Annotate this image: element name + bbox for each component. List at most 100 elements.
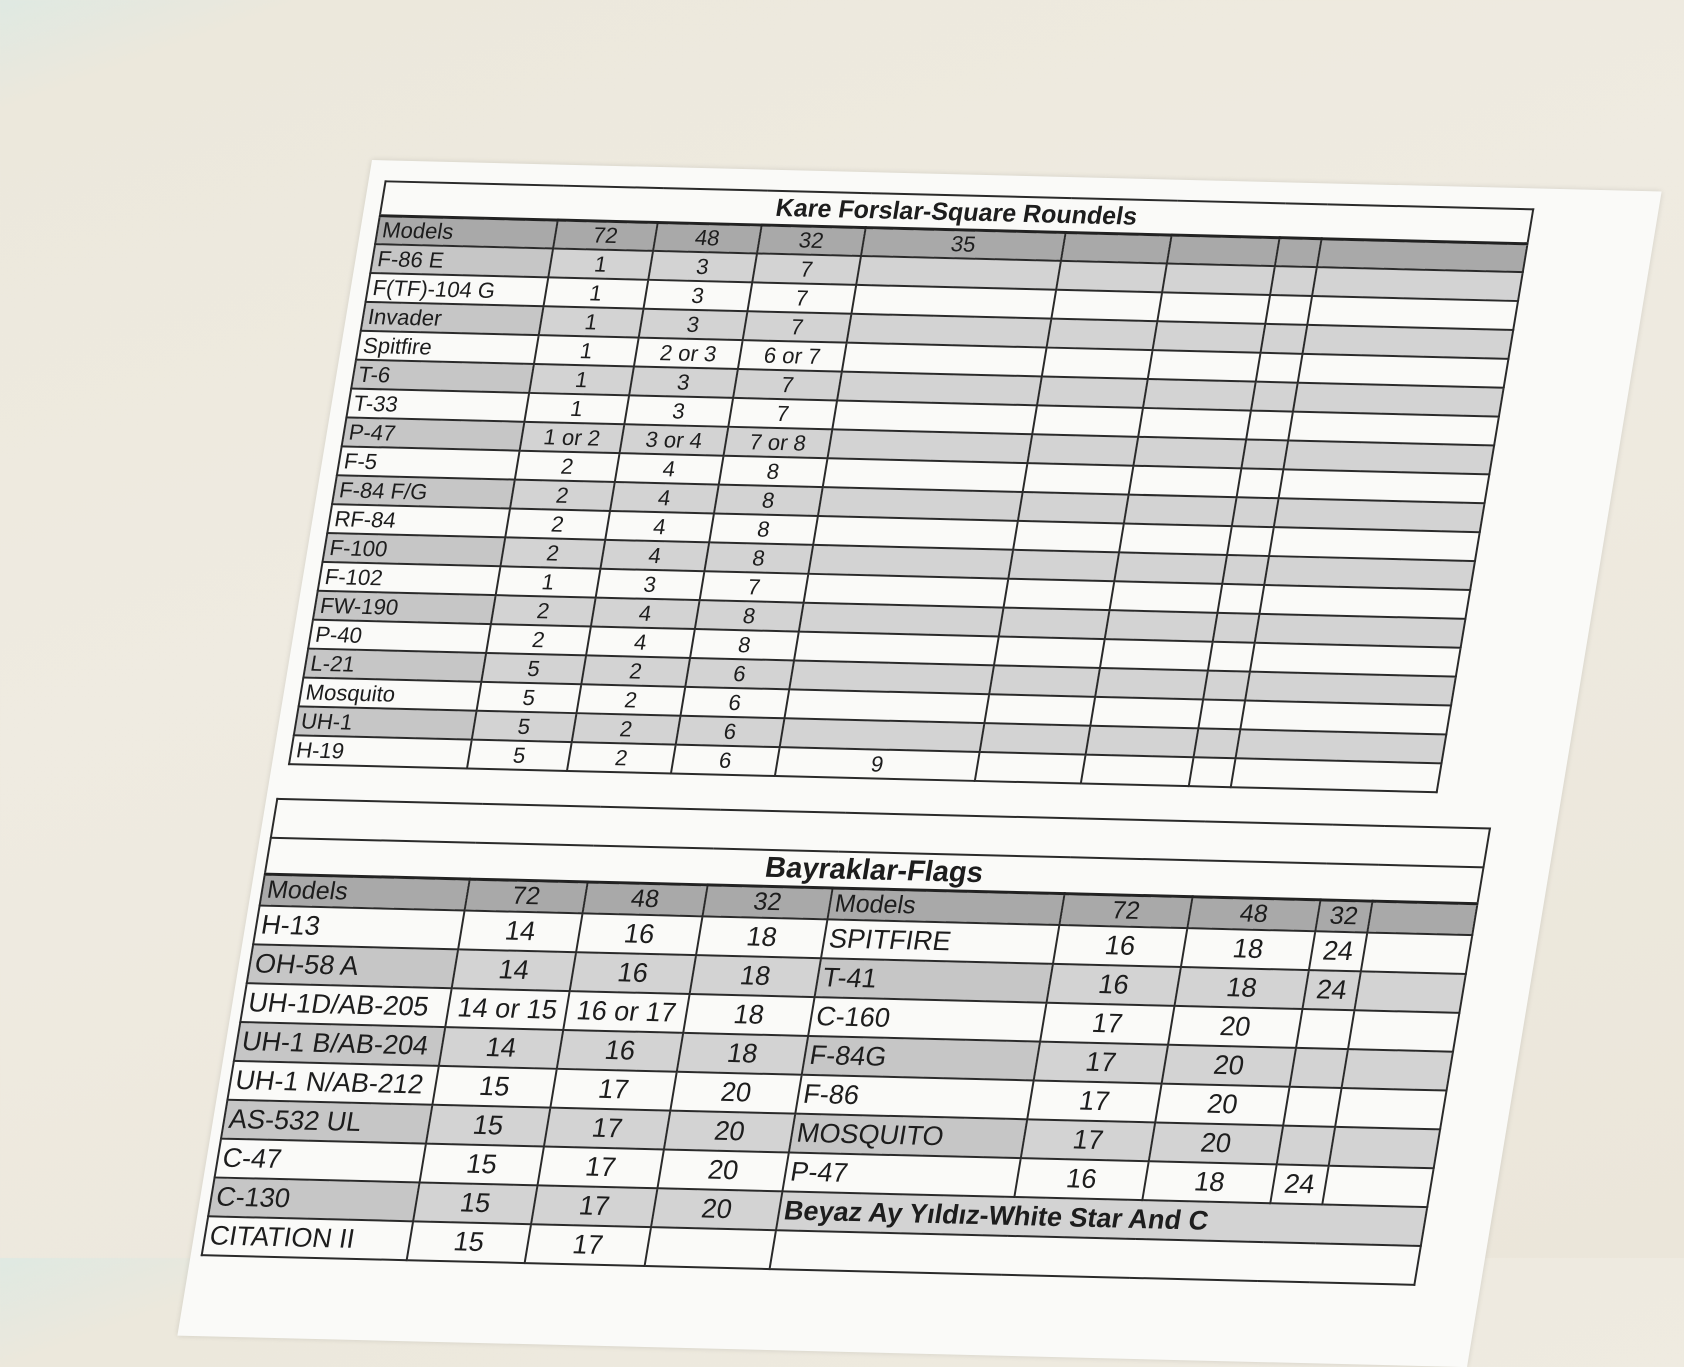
value-cell: 1 [548, 248, 654, 280]
value-cell [998, 607, 1110, 640]
value-cell: 6 [675, 715, 785, 748]
value-cell [1104, 610, 1218, 642]
value-cell [1354, 971, 1466, 1013]
model-cell: Spitfire [356, 330, 539, 365]
model-cell: RF-84 [327, 504, 511, 538]
value-cell: 4 [605, 510, 714, 543]
value-cell [1198, 699, 1246, 730]
value-cell: 2 [581, 655, 691, 687]
value-cell: 1 [529, 364, 634, 396]
value-cell: 15 [425, 1104, 551, 1147]
value-cell: 2 [514, 450, 620, 483]
value-cell [1142, 379, 1256, 411]
value-cell [644, 1227, 777, 1270]
value-cell [1276, 1125, 1336, 1166]
value-cell: 2 [505, 508, 611, 540]
model-cell: L-21 [303, 648, 487, 682]
value-cell [1051, 289, 1163, 322]
column-header: 32 [757, 225, 866, 256]
value-cell: 6 [685, 657, 795, 690]
flags-section: Bayraklar-Flags Models 72 48 32 Models 72 48 32… [201, 798, 1492, 1286]
value-cell [1152, 321, 1266, 353]
value-cell [1017, 491, 1129, 524]
column-header [1274, 237, 1322, 268]
value-cell: 9 [774, 747, 980, 781]
value-cell: 4 [586, 626, 695, 658]
model-cell: UH-1D/AB-205 [240, 983, 452, 1028]
value-cell: 6 [680, 686, 790, 719]
value-cell [1027, 434, 1139, 466]
value-cell: 7 [742, 311, 852, 343]
value-cell: 2 [510, 479, 615, 511]
value-cell: 16 [1052, 925, 1188, 968]
value-cell [1085, 725, 1199, 758]
value-cell: 5 [466, 739, 572, 771]
value-cell [1246, 410, 1293, 441]
roundels-section: Kare Forslar-Square Roundels Models 72 48 3… [288, 180, 1534, 793]
value-cell: 18 [689, 955, 822, 998]
value-cell: 20 [651, 1188, 783, 1231]
value-cell [1236, 468, 1284, 499]
model-cell: T-6 [351, 359, 534, 393]
value-cell: 4 [590, 597, 700, 630]
value-cell [1123, 494, 1237, 527]
column-header: 32 [1315, 899, 1373, 933]
value-cell: 2 [500, 537, 606, 569]
value-cell: 17 [537, 1146, 664, 1189]
model-cell: F(TF)-104 G [365, 272, 549, 307]
column-header: Models [259, 874, 470, 911]
model-cell: F-100 [322, 533, 506, 567]
column-header: 48 [582, 881, 708, 917]
model-cell: OH-58 A [246, 944, 459, 989]
model-cell: UH-1 B/AB-204 [233, 1022, 446, 1066]
model-cell: H-19 [289, 735, 472, 769]
value-cell [1119, 523, 1232, 556]
value-cell [1212, 612, 1260, 643]
value-cell: 17 [1027, 1080, 1162, 1123]
value-cell [1041, 347, 1153, 380]
value-cell [1322, 1165, 1434, 1208]
model-cell: F-86 E [370, 244, 554, 278]
value-cell [1260, 323, 1308, 354]
value-cell [1217, 583, 1265, 614]
column-header: 48 [1187, 896, 1321, 932]
column-header [1166, 235, 1280, 267]
value-cell [1335, 1087, 1447, 1130]
value-cell: 16 [1046, 963, 1181, 1006]
value-cell: 7 [752, 253, 861, 285]
value-cell [1227, 526, 1274, 557]
value-cell [1241, 439, 1289, 470]
value-cell: 20 [1168, 1005, 1303, 1048]
value-cell: 7 [733, 369, 842, 401]
model-cell: F-86 [795, 1074, 1034, 1120]
value-cell: 16 [576, 913, 703, 956]
value-cell [1265, 294, 1313, 325]
value-cell [1360, 932, 1473, 974]
value-cell [1128, 465, 1242, 498]
value-cell [1032, 405, 1143, 437]
value-cell [1090, 696, 1204, 729]
value-cell: 3 [638, 308, 748, 341]
value-cell: 5 [476, 681, 582, 714]
value-cell: 8 [690, 629, 799, 661]
value-cell: 2 [576, 684, 686, 716]
model-cell: UH-1 [293, 706, 477, 740]
value-cell: 18 [1174, 967, 1309, 1009]
value-cell: 17 [1033, 1041, 1169, 1084]
value-cell: 14 [438, 1027, 564, 1069]
value-cell [1188, 757, 1236, 788]
value-cell: 15 [413, 1182, 538, 1225]
value-cell: 1 [543, 277, 649, 309]
value-cell [1080, 754, 1194, 787]
value-cell: 20 [1161, 1044, 1297, 1087]
model-cell: FW-190 [312, 590, 496, 625]
column-header [1367, 901, 1478, 936]
value-cell: 24 [1302, 970, 1361, 1011]
value-cell [1109, 581, 1223, 613]
model-cell: T-41 [814, 958, 1053, 1003]
value-cell [1328, 1126, 1441, 1169]
column-header: 32 [702, 884, 833, 920]
value-cell: 2 [566, 742, 676, 774]
model-cell: P-47 [341, 417, 525, 451]
value-cell: 16 [569, 952, 697, 995]
